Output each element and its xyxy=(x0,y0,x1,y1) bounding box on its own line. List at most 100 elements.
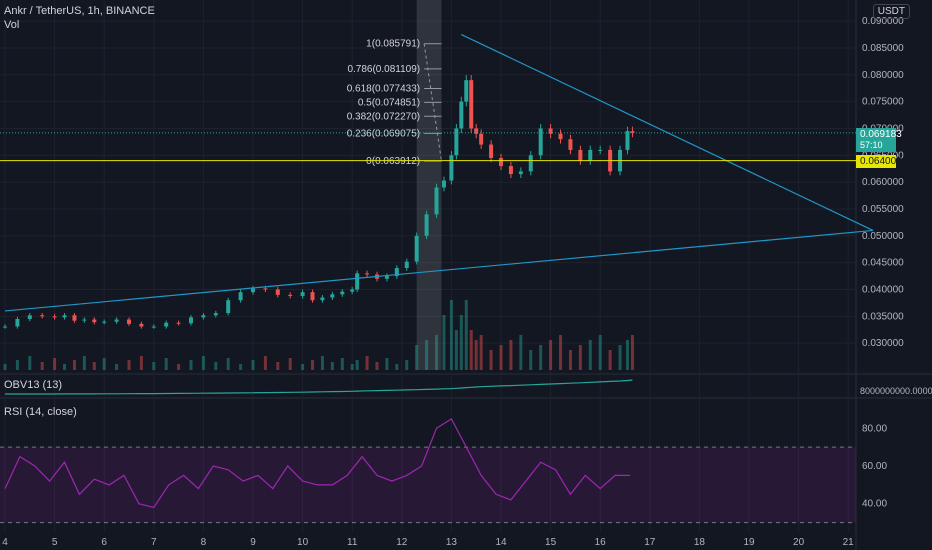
candle-body xyxy=(310,292,315,301)
candle-body xyxy=(62,315,67,318)
volume-bar xyxy=(72,360,76,370)
x-tick-label: 8 xyxy=(201,537,207,548)
y-tick-label: 0.050000 xyxy=(862,231,904,242)
candle-body xyxy=(489,144,494,158)
candle-body xyxy=(548,128,553,134)
candle-body xyxy=(508,166,513,175)
volume-bar xyxy=(449,300,453,370)
obv-tick-label: 8000000000.000000 xyxy=(860,386,932,396)
candle-body xyxy=(518,171,523,175)
obv-label[interactable]: OBV13 (13) xyxy=(4,379,63,391)
last-price-countdown: 57:10 xyxy=(860,140,883,150)
symbol-title[interactable]: Ankr / TetherUS, 1h, BINANCE xyxy=(4,5,155,17)
volume-bar xyxy=(239,364,243,370)
volume-bar xyxy=(454,330,458,370)
candle-body xyxy=(238,292,243,301)
candle-body xyxy=(189,317,193,324)
candle-body xyxy=(340,291,345,295)
candle-body xyxy=(459,101,464,129)
volume-bar xyxy=(479,335,483,370)
last-price-tag: 0.069183 57:10 xyxy=(856,128,902,152)
volume-bar xyxy=(355,360,359,370)
x-tick-label: 7 xyxy=(151,537,157,548)
candle-body xyxy=(441,180,446,188)
candle-body xyxy=(27,315,32,320)
candle-body xyxy=(479,133,484,145)
y-tick-label: 0.090000 xyxy=(862,16,904,27)
candle-body xyxy=(434,187,439,215)
candle-body xyxy=(414,235,419,262)
y-tick-label: 0.080000 xyxy=(862,70,904,81)
last-price-value: 0.069183 xyxy=(860,129,902,140)
x-tick-label: 16 xyxy=(595,537,607,548)
volume-bar xyxy=(53,358,57,370)
volume-bar xyxy=(539,345,543,370)
trendline xyxy=(461,33,874,231)
candle-body xyxy=(528,155,533,172)
candle-body xyxy=(82,319,87,321)
rsi-tick-label: 40.00 xyxy=(862,499,887,510)
volume-bar xyxy=(288,358,292,370)
x-tick-label: 6 xyxy=(101,537,107,548)
currency-button[interactable]: USDT xyxy=(872,4,910,19)
volume-bar xyxy=(139,356,143,370)
candle-body xyxy=(72,315,77,321)
candle-body xyxy=(213,313,218,316)
volume-bar xyxy=(15,360,19,370)
x-tick-label: 9 xyxy=(250,537,256,548)
candle-body xyxy=(568,139,573,150)
volume-bar xyxy=(28,356,32,370)
volume-bar xyxy=(340,358,344,370)
candle-body xyxy=(139,323,144,327)
rsi-tick-label: 60.00 xyxy=(862,461,887,472)
candle-body xyxy=(114,319,119,322)
trendline xyxy=(4,229,874,312)
candle-body xyxy=(102,321,107,323)
volume-bar xyxy=(608,350,612,370)
rsi-tick-label: 80.00 xyxy=(862,423,887,434)
volume-bar xyxy=(251,360,255,370)
volume-bar xyxy=(509,340,513,370)
volume-bar xyxy=(489,350,493,370)
candle-body xyxy=(558,133,563,140)
rsi-label[interactable]: RSI (14, close) xyxy=(4,406,77,418)
volume-bar xyxy=(276,362,280,370)
candle-body xyxy=(625,131,630,150)
volume-bar xyxy=(630,335,634,370)
fib-trend-line xyxy=(423,43,442,162)
candle-body xyxy=(449,155,454,181)
obv-line xyxy=(5,379,633,395)
volume-bar xyxy=(82,356,86,370)
x-tick-label: 20 xyxy=(793,537,805,548)
candle-body xyxy=(92,319,97,323)
candle-body xyxy=(127,319,131,324)
volume-bar xyxy=(442,315,446,370)
x-tick-label: 15 xyxy=(545,537,557,548)
volume-bar xyxy=(519,335,523,370)
fib-level-label: 0.236(0.069075) xyxy=(347,128,420,139)
volume-bar xyxy=(529,350,533,370)
volume-bar xyxy=(588,340,592,370)
x-tick-label: 5 xyxy=(52,537,58,548)
vol-label[interactable]: Vol xyxy=(4,19,20,31)
volume-bar xyxy=(598,335,602,370)
candle-body xyxy=(275,289,280,295)
volume-bar xyxy=(189,360,193,370)
candle-body xyxy=(474,128,479,134)
y-tick-label: 0.055000 xyxy=(862,204,904,215)
x-tick-label: 10 xyxy=(297,537,309,548)
volume-bar xyxy=(92,362,96,370)
volume-bar xyxy=(415,345,419,370)
candle-body xyxy=(263,288,268,290)
candle-body xyxy=(151,326,156,328)
volume-bar xyxy=(201,356,205,370)
y-tick-label: 0.030000 xyxy=(862,338,904,349)
volume-bar xyxy=(63,364,67,370)
support-price-tag: 0.064009 xyxy=(856,155,902,168)
candle-body xyxy=(176,322,181,324)
volume-bar xyxy=(330,362,334,370)
candle-body xyxy=(578,149,583,161)
candle-body xyxy=(52,316,57,318)
rsi-line xyxy=(4,418,630,509)
